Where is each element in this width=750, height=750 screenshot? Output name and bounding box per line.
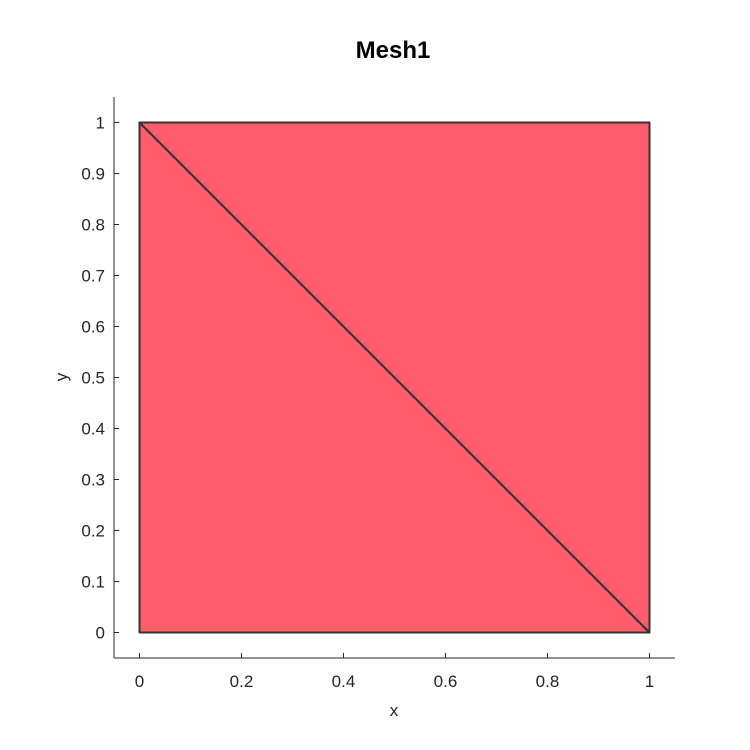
- y-axis-label: y: [52, 372, 71, 381]
- y-tick-label: 0.6: [81, 318, 105, 337]
- mesh-layer: [138, 121, 651, 634]
- x-axis-label: x: [390, 701, 399, 720]
- y-tick-label: 0.8: [81, 216, 105, 235]
- x-tick-label: 1: [645, 672, 654, 691]
- mesh-triangle-2: [138, 121, 651, 634]
- y-tick-label: 0: [96, 624, 105, 643]
- y-tick-label: 0.2: [81, 522, 105, 541]
- y-tick-label: 1: [96, 114, 105, 133]
- y-tick-label: 0.3: [81, 471, 105, 490]
- x-tick-label: 0.8: [536, 672, 560, 691]
- y-tick-label: 0.1: [81, 573, 105, 592]
- chart-title: Mesh1: [356, 37, 431, 64]
- y-tick-label: 0.7: [81, 267, 105, 286]
- y-tick-label: 0.4: [81, 420, 105, 439]
- x-tick-label: 0: [135, 672, 144, 691]
- x-tick-label: 0.2: [230, 672, 254, 691]
- x-tick-label: 0.6: [434, 672, 458, 691]
- x-tick-label: 0.4: [332, 672, 356, 691]
- x-ticks: 0 0.2 0.4 0.6 0.8 1: [135, 653, 654, 691]
- y-tick-label: 0.9: [81, 165, 105, 184]
- y-tick-label: 0.5: [81, 369, 105, 388]
- y-ticks: 0 0.1 0.2 0.3 0.4 0.5 0.6 0.7 0.8 0.9 1: [81, 114, 119, 643]
